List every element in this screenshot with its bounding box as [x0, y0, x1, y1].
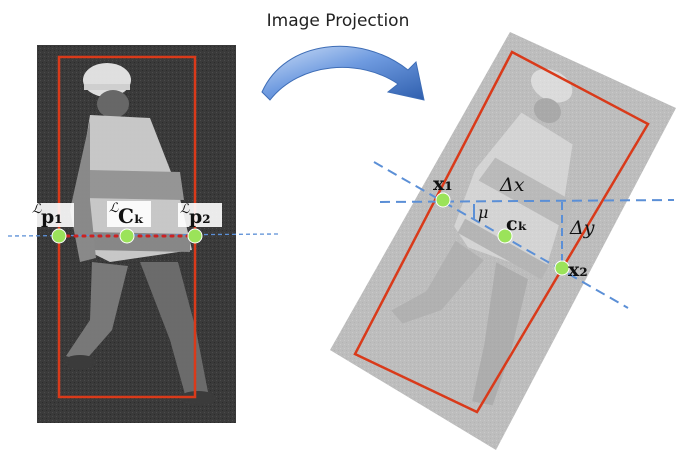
point-x2: [554, 260, 570, 276]
label-p1-prefix: ℒ: [32, 202, 42, 217]
point-x1: [435, 192, 451, 208]
label-p2-prefix: ℒ: [180, 202, 190, 217]
label-p2-text: p₂: [189, 206, 211, 228]
point-p2: [187, 228, 203, 244]
label-ck: cₖ: [506, 213, 528, 235]
point-p1: [51, 228, 67, 244]
label-p1-text: p₁: [41, 206, 63, 228]
label-Ck-prefix: ℒ: [109, 201, 119, 216]
label-Ck: ℒ Cₖ: [107, 201, 151, 228]
label-Ck-text: Cₖ: [118, 204, 144, 228]
label-x1: x₁: [433, 173, 453, 195]
left-image: [37, 45, 236, 423]
point-Ck: [119, 228, 135, 244]
worker-silhouette: [64, 63, 216, 405]
label-p1: ℒ p₁: [30, 202, 74, 228]
label-mu: μ: [478, 203, 488, 222]
label-dy: Δy: [569, 217, 595, 239]
point-ck: [497, 228, 513, 244]
projection-arrow-icon: [261, 45, 425, 101]
label-p2: ℒ p₂: [178, 202, 222, 228]
diagram-title: Image Projection: [267, 11, 410, 31]
right-bounding-box: [353, 50, 650, 414]
right-horizontal-dashed-line: [379, 199, 675, 203]
label-dx: Δx: [499, 174, 525, 196]
label-x2: x₂: [568, 259, 588, 281]
